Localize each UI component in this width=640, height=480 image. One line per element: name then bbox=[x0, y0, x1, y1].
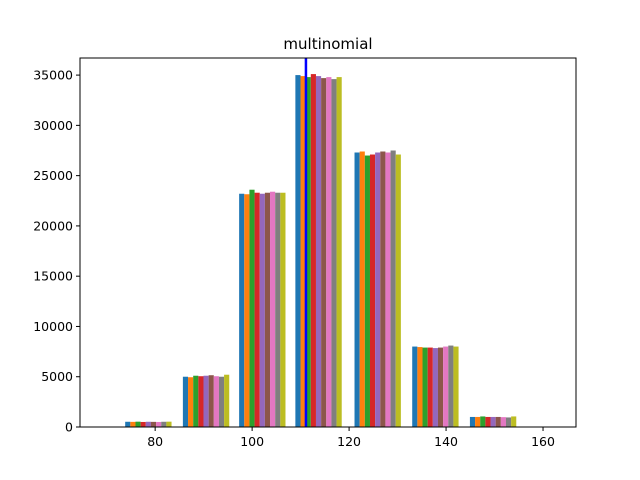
bar-bin2-series8 bbox=[280, 192, 286, 427]
bar-bin5-series2 bbox=[422, 347, 428, 427]
bar-bin1-series0 bbox=[182, 376, 189, 427]
bar-bin5-series3 bbox=[427, 347, 433, 427]
plot-frame bbox=[79, 57, 577, 428]
bar-bin5-series7 bbox=[448, 345, 454, 427]
bar-bin6-series4 bbox=[490, 416, 496, 427]
x-tick-label: 160 bbox=[531, 434, 555, 449]
y-tick-label: 30000 bbox=[33, 118, 73, 133]
bar-bin0-series5 bbox=[150, 421, 157, 427]
bar-bin1-series3 bbox=[198, 376, 204, 427]
bar-bin3-series3 bbox=[310, 74, 316, 427]
y-tick-label: 5000 bbox=[41, 369, 73, 384]
y-tick-label: 0 bbox=[65, 420, 73, 435]
bar-bin3-series2 bbox=[305, 77, 311, 427]
bar-bin0-series7 bbox=[161, 421, 167, 427]
bar-bin6-series6 bbox=[500, 417, 506, 427]
bar-bin6-series2 bbox=[480, 416, 486, 427]
bar-bin2-series5 bbox=[264, 192, 271, 427]
bar-bin3-series4 bbox=[315, 76, 322, 427]
y-tick-label: 35000 bbox=[33, 68, 73, 83]
bar-bin0-series1 bbox=[130, 421, 136, 427]
bar-bin6-series1 bbox=[475, 416, 481, 427]
bar-bin1-series4 bbox=[203, 375, 209, 427]
x-axis: 80 100 120 140 160 bbox=[147, 427, 555, 449]
bar-bin6-series3 bbox=[485, 416, 491, 427]
bar-bin1-series1 bbox=[188, 377, 194, 427]
bar-bin2-series3 bbox=[254, 192, 260, 427]
bar-bin3-series8 bbox=[336, 77, 342, 427]
bar-bin1-series2 bbox=[193, 375, 199, 427]
bar-bin5-series4 bbox=[432, 348, 438, 427]
bar-bin0-series4 bbox=[145, 421, 151, 427]
bars-layer bbox=[125, 74, 517, 428]
bar-bin5-series6 bbox=[443, 346, 449, 427]
y-tick-label: 15000 bbox=[33, 269, 73, 284]
bar-bin0-series0 bbox=[125, 421, 131, 427]
bar-bin2-series7 bbox=[275, 192, 281, 427]
x-tick-label: 140 bbox=[434, 434, 458, 449]
bar-bin4-series1 bbox=[359, 151, 365, 427]
bar-bin6-series0 bbox=[469, 416, 476, 427]
chart-title: multinomial bbox=[283, 35, 372, 53]
y-tick-label: 10000 bbox=[33, 319, 73, 334]
bar-bin3-series6 bbox=[326, 77, 332, 427]
x-tick-label: 120 bbox=[337, 434, 361, 449]
bar-bin6-series8 bbox=[511, 416, 517, 427]
y-tick-label: 20000 bbox=[33, 218, 73, 233]
bar-bin4-series5 bbox=[380, 151, 386, 427]
bar-bin4-series6 bbox=[385, 152, 391, 427]
bar-bin0-series6 bbox=[156, 421, 162, 427]
bar-bin4-series7 bbox=[390, 150, 396, 427]
bar-bin3-series0 bbox=[295, 75, 301, 427]
bar-bin3-series1 bbox=[300, 76, 306, 427]
bar-bin0-series8 bbox=[166, 421, 172, 427]
bar-bin4-series0 bbox=[354, 152, 360, 427]
x-tick-label: 80 bbox=[147, 434, 163, 449]
bar-bin3-series7 bbox=[331, 79, 337, 428]
bar-bin2-series4 bbox=[259, 193, 265, 427]
bar-bin6-series7 bbox=[505, 417, 512, 427]
bar-bin6-series5 bbox=[495, 416, 501, 427]
bar-bin0-series3 bbox=[140, 421, 146, 427]
bar-bin5-series0 bbox=[412, 346, 418, 427]
bar-bin1-series8 bbox=[224, 374, 230, 427]
bar-bin1-series5 bbox=[208, 375, 214, 427]
bar-bin4-series8 bbox=[395, 154, 401, 427]
bar-bin4-series4 bbox=[375, 152, 381, 427]
x-tick-label: 100 bbox=[240, 434, 264, 449]
bar-bin3-series5 bbox=[321, 78, 327, 428]
bar-bin2-series6 bbox=[270, 191, 276, 427]
y-axis: 0 5000 10000 15000 20000 25000 30000 35000 bbox=[33, 68, 80, 435]
bar-bin1-series6 bbox=[213, 376, 219, 427]
bar-bin5-series5 bbox=[437, 347, 444, 427]
bar-bin5-series1 bbox=[417, 347, 423, 427]
bar-bin0-series2 bbox=[135, 421, 141, 427]
bar-bin1-series7 bbox=[218, 376, 225, 427]
bar-bin4-series3 bbox=[369, 154, 376, 427]
y-tick-label: 25000 bbox=[33, 168, 73, 183]
bar-bin2-series0 bbox=[239, 193, 245, 427]
bar-bin4-series2 bbox=[364, 155, 370, 427]
bar-bin5-series8 bbox=[453, 346, 459, 427]
bar-bin2-series1 bbox=[244, 194, 250, 427]
bar-bin2-series2 bbox=[249, 189, 255, 427]
